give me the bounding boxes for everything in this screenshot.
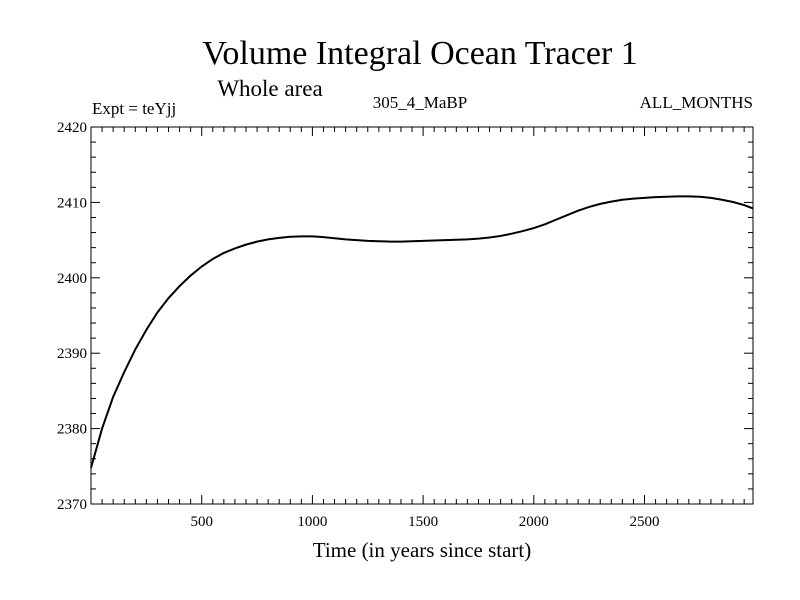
y-tick-label: 2370 bbox=[57, 497, 87, 513]
months-label: ALL_MONTHS bbox=[640, 93, 753, 112]
chart-title: Volume Integral Ocean Tracer 1 bbox=[202, 35, 638, 72]
x-tick-label: 2500 bbox=[630, 514, 660, 530]
x-tick-label: 1500 bbox=[408, 514, 438, 530]
y-axis-tick-labels: 2370 2380 2390 2400 2410 2420 bbox=[57, 120, 87, 513]
x-tick-label: 1000 bbox=[297, 514, 327, 530]
y-tick-label: 2400 bbox=[57, 271, 87, 287]
period-label: 305_4_MaBP bbox=[373, 93, 467, 112]
x-tick-label: 2000 bbox=[519, 514, 549, 530]
y-tick-label: 2390 bbox=[57, 346, 87, 362]
x-axis-tick-labels: 500 1000 1500 2000 2500 bbox=[190, 514, 659, 530]
data-series-line bbox=[90, 195, 754, 469]
chart-subtitle: Whole area bbox=[217, 76, 322, 101]
y-tick-label: 2410 bbox=[57, 195, 87, 211]
plot-frame bbox=[90, 126, 754, 505]
y-tick-label: 2380 bbox=[57, 422, 87, 438]
y-axis-ticks bbox=[91, 141, 753, 490]
x-axis-ticks bbox=[101, 127, 745, 504]
x-axis-label: Time (in years since start) bbox=[313, 538, 532, 562]
x-tick-label: 500 bbox=[190, 514, 213, 530]
experiment-label: Expt = teYjj bbox=[92, 99, 176, 118]
y-tick-label: 2420 bbox=[57, 120, 87, 136]
